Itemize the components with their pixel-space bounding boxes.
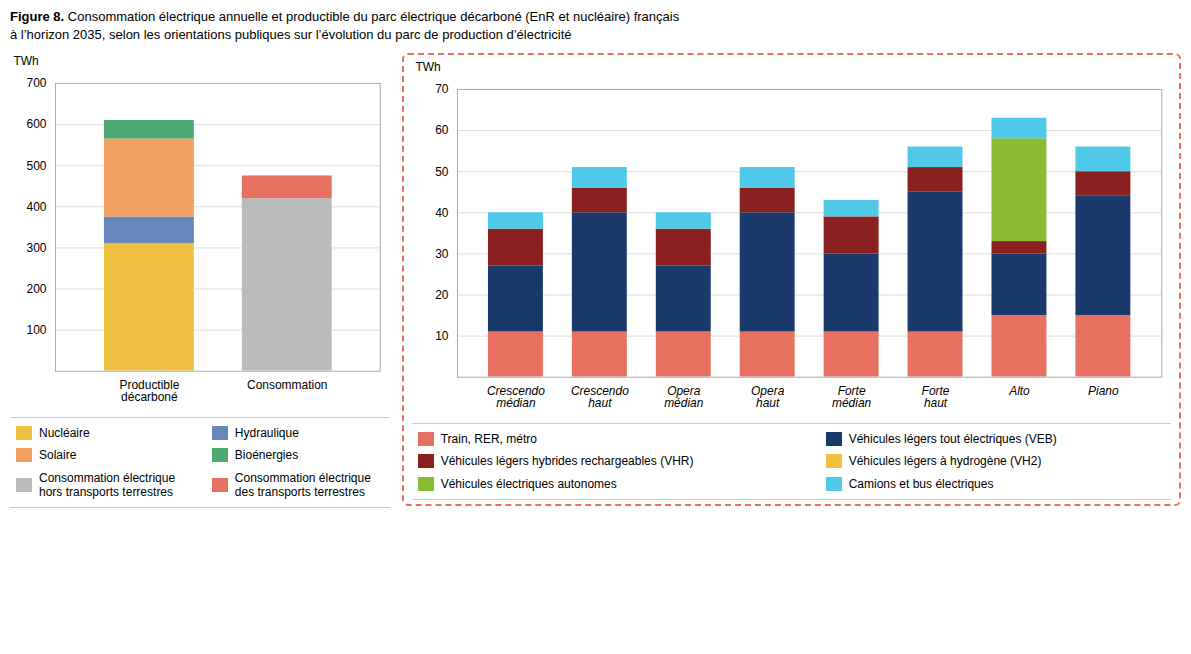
svg-text:600: 600 bbox=[26, 118, 46, 132]
html-text:Consommation électrique hors t: Consommation électrique hors transports … bbox=[39, 470, 176, 499]
svg-text:TWh: TWh bbox=[415, 60, 440, 74]
svg-text:Piano: Piano bbox=[1088, 384, 1119, 398]
svg-text:TWh: TWh bbox=[13, 54, 38, 68]
html-text:Nucléaire: Nucléaire bbox=[39, 425, 90, 440]
html-text:Véhicules électriques autonome: Véhicules électriques autonomes bbox=[440, 476, 617, 491]
html-text:Véhicules légers tout électriq: Véhicules légers tout électriques (VEB) bbox=[848, 431, 1057, 446]
svg-text:200: 200 bbox=[26, 282, 46, 296]
svg-text:Productibledécarboné: Productibledécarboné bbox=[119, 378, 179, 404]
svg-text:100: 100 bbox=[26, 323, 46, 337]
svg-text:50: 50 bbox=[435, 165, 449, 179]
svg-text:400: 400 bbox=[26, 200, 46, 214]
svg-text:500: 500 bbox=[26, 159, 46, 173]
html-text:Figure 8. Consommation électri: Figure 8. Consommation électrique annuel… bbox=[10, 9, 680, 42]
svg-text:300: 300 bbox=[26, 241, 46, 255]
svg-text:Fortemédian: Fortemédian bbox=[832, 384, 872, 410]
svg-text:40: 40 bbox=[435, 206, 449, 220]
svg-text:Operahaut: Operahaut bbox=[751, 384, 785, 410]
html-text:Véhicules légers hybrides rech: Véhicules légers hybrides rechargeables … bbox=[440, 454, 694, 469]
svg-text:Consommation: Consommation bbox=[247, 378, 328, 392]
svg-text:Crescendohaut: Crescendohaut bbox=[571, 384, 629, 410]
html-text:Consommation électrique des tr: Consommation électrique des transports t… bbox=[234, 470, 371, 499]
html-text:Bioénergies: Bioénergies bbox=[234, 448, 299, 463]
svg-text:Alto: Alto bbox=[1008, 384, 1030, 398]
svg-text:70: 70 bbox=[435, 82, 449, 96]
svg-text:Fortehaut: Fortehaut bbox=[921, 384, 949, 410]
html-text:Hydraulique: Hydraulique bbox=[234, 425, 299, 440]
svg-text:Operamédian: Operamédian bbox=[664, 384, 704, 410]
svg-text:60: 60 bbox=[435, 124, 449, 138]
svg-text:700: 700 bbox=[26, 76, 46, 90]
svg-text:Crescendomédian: Crescendomédian bbox=[487, 384, 545, 410]
svg-text:20: 20 bbox=[435, 288, 449, 302]
svg-text:30: 30 bbox=[435, 247, 449, 261]
html-text:Camions et bus électriques: Camions et bus électriques bbox=[848, 476, 994, 491]
svg-text:10: 10 bbox=[435, 329, 449, 343]
html-text:Solaire: Solaire bbox=[39, 448, 77, 463]
html-text:Véhicules légers à hydrogène (: Véhicules légers à hydrogène (VH2) bbox=[848, 454, 1042, 469]
html-text:Train, RER, métro: Train, RER, métro bbox=[440, 431, 537, 446]
